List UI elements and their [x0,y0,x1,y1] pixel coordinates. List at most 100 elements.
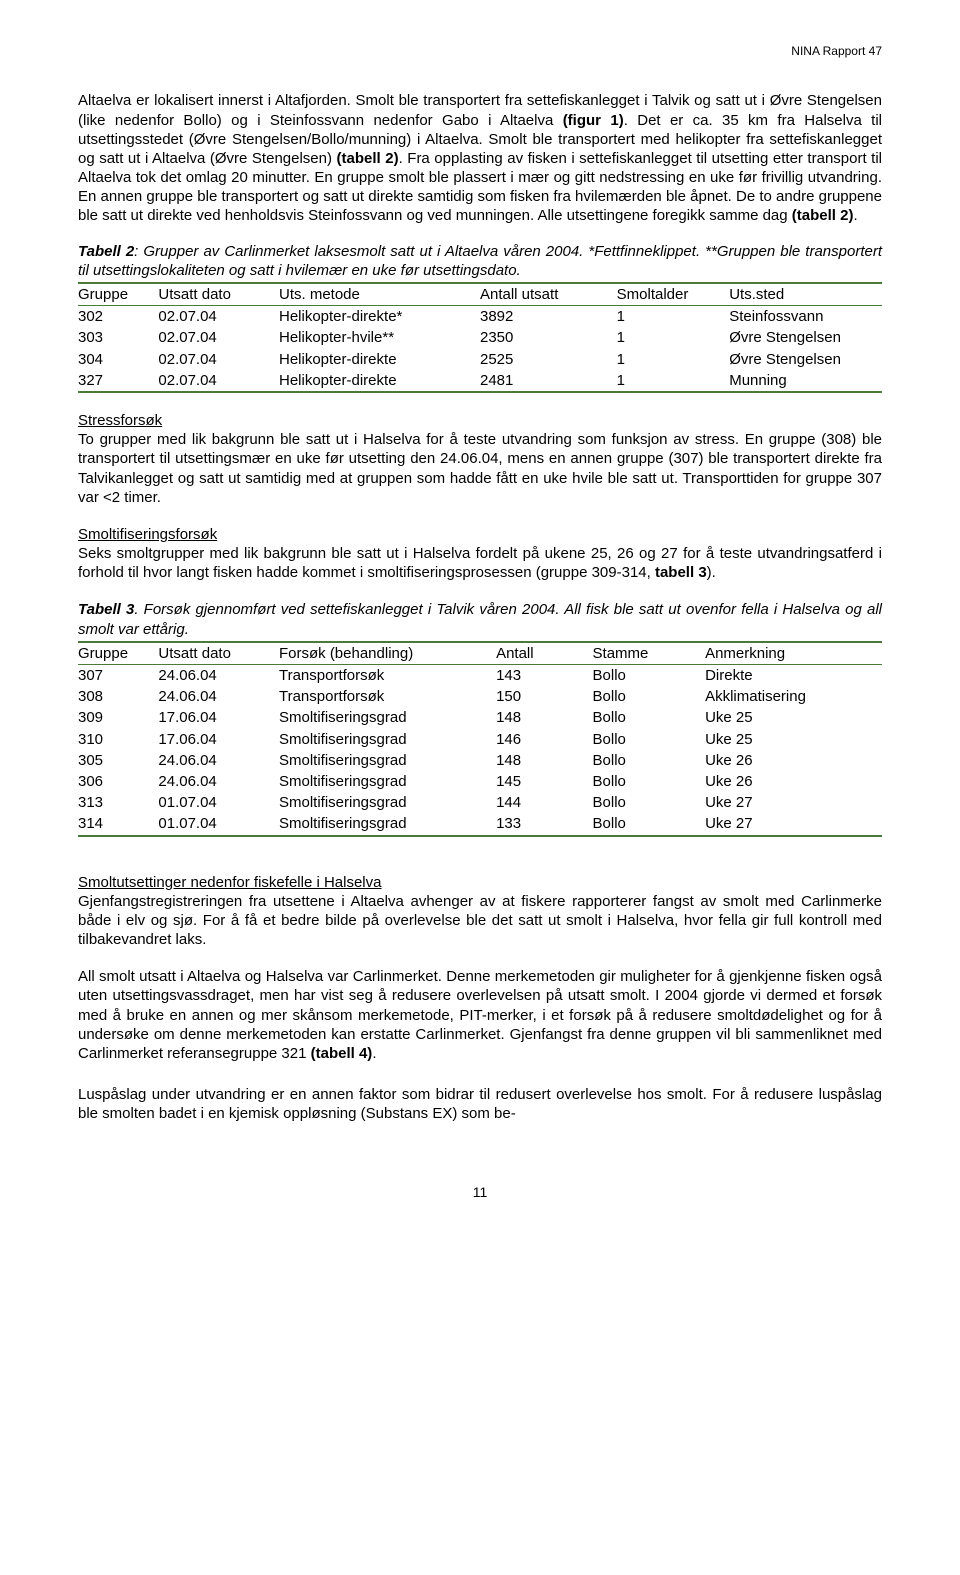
table-cell: 304 [78,349,158,370]
text: ). [707,564,716,581]
table-cell: Bollo [593,686,706,707]
table-cell: 143 [496,665,592,687]
table-cell: 308 [78,686,158,707]
table-cell: Akklimatisering [705,686,882,707]
table-ref: (tabell 2) [337,150,399,167]
table-cell: Helikopter-hvile** [279,327,480,348]
table-row: 31401.07.04Smoltifiseringsgrad133BolloUk… [78,813,882,835]
table-ref: tabell 3 [655,564,707,581]
table-cell: Uke 27 [705,792,882,813]
document-page: NINA Rapport 47 Altaelva er lokalisert i… [0,0,960,1262]
table-cell: 146 [496,729,592,750]
table-cell: Uke 26 [705,750,882,771]
table-cell: 314 [78,813,158,835]
table-cell: Transportforsøk [279,686,496,707]
table-cell: Smoltifiseringsgrad [279,729,496,750]
table-cell: 327 [78,370,158,392]
table2: GruppeUtsatt datoUts. metodeAntall utsat… [78,282,882,393]
table-cell: Steinfossvann [729,306,882,328]
table-cell: Smoltifiseringsgrad [279,707,496,728]
text: . [372,1045,376,1062]
table-cell: Helikopter-direkte [279,349,480,370]
table-cell: 305 [78,750,158,771]
table-cell: Bollo [593,750,706,771]
table-cell: 145 [496,771,592,792]
table-header-cell: Antall utsatt [480,283,617,306]
table-header-cell: Stamme [593,642,706,665]
table3-caption-text: . Forsøk gjennomført ved settefiskanlegg… [78,601,882,637]
intro-paragraph: Altaelva er lokalisert innerst i Altafjo… [78,91,882,225]
lus-paragraph: Luspåslag under utvandring er en annen f… [78,1085,882,1123]
table-cell: Bollo [593,665,706,687]
table-cell: 17.06.04 [158,729,279,750]
table-cell: 2481 [480,370,617,392]
table-cell: 1 [617,306,730,328]
table-cell: 133 [496,813,592,835]
table-ref: (tabell 2) [792,207,854,224]
table-row: 30624.06.04Smoltifiseringsgrad145BolloUk… [78,771,882,792]
table-row: 30202.07.04Helikopter-direkte*38921Stein… [78,306,882,328]
table-cell: 17.06.04 [158,707,279,728]
table-cell: 2525 [480,349,617,370]
table-row: 32702.07.04Helikopter-direkte24811Munnin… [78,370,882,392]
text: Seks smoltgrupper med lik bakgrunn ble s… [78,545,882,581]
table-cell: Transportforsøk [279,665,496,687]
table-header-cell: Uts.sted [729,283,882,306]
table-row: 31301.07.04Smoltifiseringsgrad144BolloUk… [78,792,882,813]
stress-section: Stressforsøk To grupper med lik bakgrunn… [78,411,882,507]
table-row: 30724.06.04Transportforsøk143BolloDirekt… [78,665,882,687]
table-cell: Bollo [593,707,706,728]
table-cell: 1 [617,349,730,370]
table-cell: 24.06.04 [158,665,279,687]
table-cell: 302 [78,306,158,328]
table-cell: 02.07.04 [158,370,279,392]
table-cell: 310 [78,729,158,750]
table-cell: 313 [78,792,158,813]
table-cell: Uke 25 [705,729,882,750]
table2-caption-text: : Grupper av Carlinmerket laksesmolt sat… [78,243,882,279]
table3-caption: Tabell 3. Forsøk gjennomført ved settefi… [78,600,882,638]
table-cell: 2350 [480,327,617,348]
table-cell: Smoltifiseringsgrad [279,813,496,835]
table-cell: Bollo [593,813,706,835]
header-report-label: NINA Rapport 47 [78,44,882,59]
table3: GruppeUtsatt datoForsøk (behandling)Anta… [78,641,882,837]
page-number: 11 [78,1184,882,1202]
table-row: 30524.06.04Smoltifiseringsgrad148BolloUk… [78,750,882,771]
table-cell: Uke 25 [705,707,882,728]
table-cell: 24.06.04 [158,771,279,792]
stress-heading: Stressforsøk [78,411,882,430]
table-cell: Helikopter-direkte* [279,306,480,328]
table-cell: 24.06.04 [158,750,279,771]
below-trap-body: Gjenfangstregistreringen fra utsettene i… [78,892,882,950]
table-cell: Bollo [593,729,706,750]
table-header-cell: Anmerkning [705,642,882,665]
text: . [853,207,857,224]
table-cell: 01.07.04 [158,813,279,835]
smoltif-body: Seks smoltgrupper med lik bakgrunn ble s… [78,544,882,582]
table-cell: Uke 27 [705,813,882,835]
table-cell: Smoltifiseringsgrad [279,771,496,792]
table-header-cell: Forsøk (behandling) [279,642,496,665]
table-cell: 309 [78,707,158,728]
table-cell: Smoltifiseringsgrad [279,750,496,771]
table-cell: 24.06.04 [158,686,279,707]
table-cell: Bollo [593,771,706,792]
table-cell: Direkte [705,665,882,687]
table-cell: 307 [78,665,158,687]
table-cell: 148 [496,750,592,771]
table-cell: 144 [496,792,592,813]
table-cell: Smoltifiseringsgrad [279,792,496,813]
table-row: 30917.06.04Smoltifiseringsgrad148BolloUk… [78,707,882,728]
table-header-cell: Gruppe [78,642,158,665]
table-row: 31017.06.04Smoltifiseringsgrad146BolloUk… [78,729,882,750]
table-cell: Helikopter-direkte [279,370,480,392]
table-cell: Øvre Stengelsen [729,327,882,348]
table-cell: 306 [78,771,158,792]
table-cell: 148 [496,707,592,728]
table2-caption-label: Tabell 2 [78,243,134,260]
below-trap-heading: Smoltutsettinger nedenfor fiskefelle i H… [78,873,882,892]
table-header-cell: Smoltalder [617,283,730,306]
table3-caption-label: Tabell 3 [78,601,134,618]
table-cell: 02.07.04 [158,349,279,370]
